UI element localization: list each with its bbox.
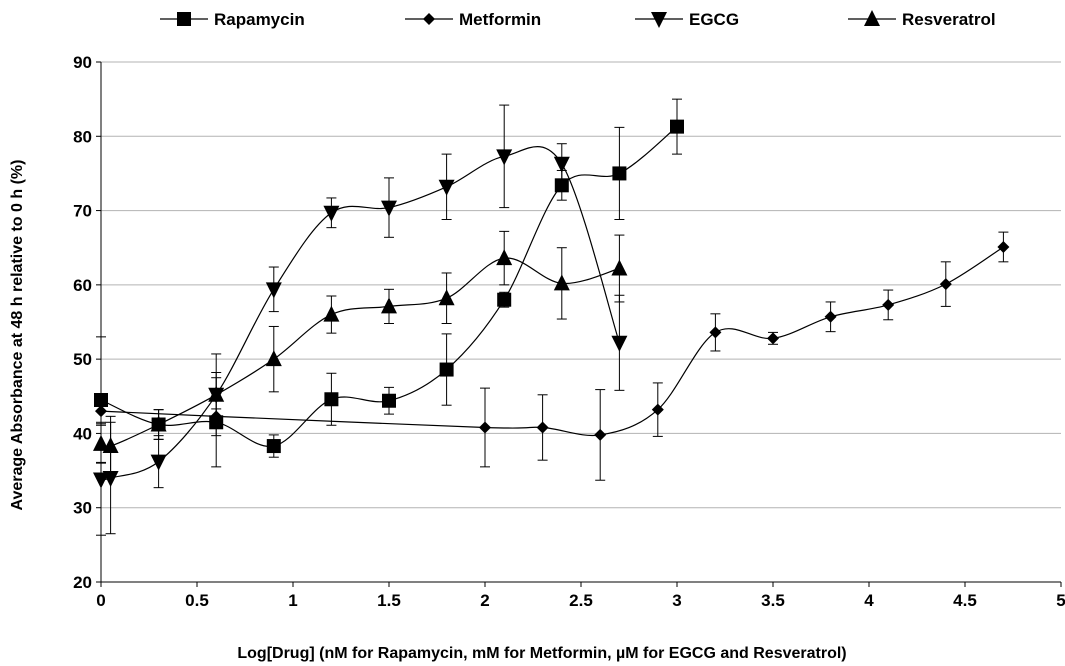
data-point-rapamycin <box>497 292 512 307</box>
series-rapamycin <box>94 98 684 468</box>
legend-item-metformin: Metformin <box>405 10 541 29</box>
data-point-egcg <box>93 472 109 489</box>
x-tick-label: 1 <box>288 591 297 610</box>
data-point-resveratrol <box>208 385 225 402</box>
data-point-metformin <box>824 310 837 323</box>
data-point-metformin <box>767 332 779 345</box>
data-point-rapamycin <box>554 178 569 193</box>
x-tick-label: 3 <box>672 591 681 610</box>
legend: Rapamycin Metformin EGCG Resveratrol <box>160 10 996 29</box>
legend-label: Metformin <box>459 10 541 29</box>
data-point-rapamycin <box>439 362 454 377</box>
x-tick-label: 4 <box>864 591 874 610</box>
data-point-resveratrol <box>93 434 109 451</box>
data-point-resveratrol <box>553 274 570 291</box>
data-point-resveratrol <box>150 415 167 432</box>
x-tick-label: 2.5 <box>569 591 593 610</box>
legend-marker-metformin <box>423 13 435 25</box>
data-point-rapamycin <box>382 393 396 408</box>
data-point-egcg <box>102 471 119 487</box>
y-tick-label: 70 <box>73 202 92 221</box>
legend-marker-egcg <box>651 12 667 28</box>
legend-marker-rapamycin <box>177 12 191 26</box>
data-point-metformin <box>709 326 722 339</box>
y-tick-label: 20 <box>73 573 92 592</box>
data-point-metformin <box>651 403 664 416</box>
data-point-egcg <box>438 179 455 196</box>
x-tick-labels: 0 0.5 1 1.5 2 2.5 3 3.5 4 4.5 5 <box>96 591 1065 610</box>
data-point-egcg <box>381 200 397 217</box>
data-point-rapamycin <box>670 119 684 134</box>
legend-item-rapamycin: Rapamycin <box>160 10 305 29</box>
legend-item-resveratrol: Resveratrol <box>848 10 996 29</box>
data-point-resveratrol <box>438 289 455 306</box>
y-tick-label: 40 <box>73 424 92 443</box>
legend-label: Resveratrol <box>902 10 996 29</box>
x-tick-label: 3.5 <box>761 591 785 610</box>
legend-label: EGCG <box>689 10 739 29</box>
legend-marker-resveratrol <box>864 10 880 26</box>
y-tick-label: 60 <box>73 276 92 295</box>
data-point-resveratrol <box>496 249 513 266</box>
data-point-rapamycin <box>324 392 339 407</box>
data-point-egcg <box>265 282 282 299</box>
y-tick-label: 80 <box>73 127 92 146</box>
series-line-metformin <box>100 246 1004 437</box>
data-point-egcg <box>496 149 513 166</box>
x-tick-label: 2 <box>480 591 489 610</box>
data-point-egcg <box>150 454 167 471</box>
series-layer <box>93 98 1010 536</box>
data-point-egcg <box>323 205 340 222</box>
y-tick-label: 30 <box>73 499 92 518</box>
data-point-resveratrol <box>265 350 282 367</box>
data-point-resveratrol <box>611 259 628 276</box>
y-tick-label: 90 <box>73 53 92 72</box>
y-tick-label: 50 <box>73 350 92 369</box>
legend-label: Rapamycin <box>214 10 305 29</box>
data-point-metformin <box>536 421 549 434</box>
x-axis-title: Log[Drug] (nM for Rapamycin, mM for Metf… <box>237 645 846 662</box>
series-metformin <box>95 231 1010 481</box>
data-point-metformin <box>95 405 107 418</box>
y-tick-labels: 20 30 40 50 60 70 80 90 <box>73 53 92 592</box>
data-point-egcg <box>553 156 570 173</box>
grid <box>101 61 1061 583</box>
data-point-resveratrol <box>323 305 340 322</box>
data-point-metformin <box>594 428 607 441</box>
x-tick-label: 0 <box>96 591 105 610</box>
data-point-rapamycin <box>612 166 627 181</box>
x-tick-label: 1.5 <box>377 591 401 610</box>
data-point-metformin <box>479 421 491 434</box>
x-tick-label: 0.5 <box>185 591 209 610</box>
series-resveratrol <box>93 230 628 477</box>
data-point-metformin <box>939 278 952 291</box>
legend-item-egcg: EGCG <box>635 10 739 29</box>
x-tick-label: 4.5 <box>953 591 977 610</box>
data-point-metformin <box>882 298 895 311</box>
data-point-resveratrol <box>102 437 119 454</box>
y-axis-title: Average Absorbance at 48 h relative to 0… <box>9 160 26 511</box>
data-point-metformin <box>997 240 1010 253</box>
axes <box>96 61 1062 587</box>
data-point-rapamycin <box>266 439 281 454</box>
data-point-egcg <box>611 335 628 352</box>
x-tick-label: 5 <box>1056 591 1065 610</box>
series-line-resveratrol <box>100 257 620 448</box>
data-point-resveratrol <box>381 297 397 314</box>
series-egcg <box>93 104 628 536</box>
